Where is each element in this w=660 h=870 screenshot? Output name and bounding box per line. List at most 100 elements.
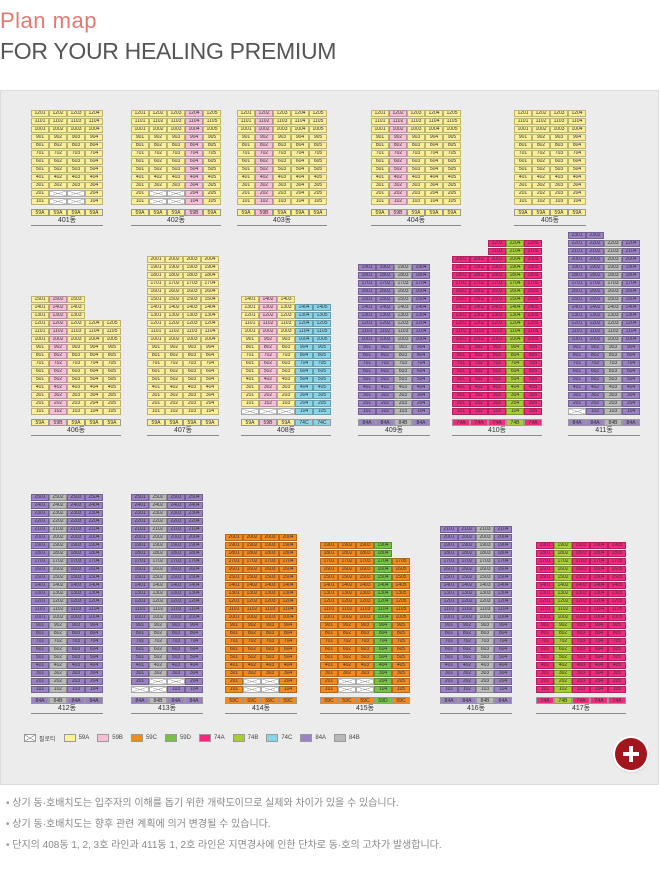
- unit-cell: 1102: [49, 328, 67, 335]
- unit-cell: 103: [476, 686, 494, 693]
- unit-cell: 304: [425, 182, 443, 189]
- unit-cell: 2003: [67, 534, 85, 541]
- unit-cell: 904: [85, 622, 103, 629]
- unit-cell: 2203: [67, 518, 85, 525]
- unit-cell: 203: [67, 678, 85, 685]
- unit-type-label: 59A: [31, 209, 49, 216]
- unit-cell: 2103: [167, 526, 185, 533]
- unit-cell: 502: [338, 654, 356, 661]
- unit-cell: 2501: [131, 494, 149, 501]
- unit-cell: 1202: [338, 598, 356, 605]
- unit-cell: 701: [514, 150, 532, 157]
- unit-cell: 705: [608, 638, 626, 645]
- unit-cell: 903: [356, 622, 374, 629]
- legend-item: 84A: [300, 734, 326, 742]
- unit-cell: 1303: [183, 312, 201, 319]
- unit-cell: 1102: [389, 118, 407, 125]
- unit-cell: 1204: [185, 598, 203, 605]
- unit-cell: 1204: [85, 110, 103, 117]
- unit-cell: 202: [470, 400, 488, 407]
- unit-cell: 1002: [49, 336, 67, 343]
- unit-cell: 802: [49, 630, 67, 637]
- unit-cell: 2005: [524, 256, 542, 263]
- unit-cell: 302: [389, 182, 407, 189]
- unit-cell: 405: [309, 174, 327, 181]
- unit-cell: 905: [524, 344, 542, 351]
- unit-cell: 503: [261, 654, 279, 661]
- building-name: 409동: [358, 426, 430, 436]
- unit-cell: 1503: [167, 574, 185, 581]
- unit-cell: 1103: [488, 328, 506, 335]
- unit-cell: 1004: [201, 336, 219, 343]
- unit-cell: 501: [237, 166, 255, 173]
- unit-cell: 504: [85, 654, 103, 661]
- unit-type-label: 74A: [452, 419, 470, 426]
- unit-cell: 104: [425, 198, 443, 205]
- unit-cell: 2203: [488, 240, 506, 247]
- unit-cell: 401: [225, 662, 243, 669]
- unit-cell: 701: [31, 150, 49, 157]
- unit-cell: 604: [201, 368, 219, 375]
- unit-cell: 1201: [225, 598, 243, 605]
- unit-cell: 704: [85, 360, 103, 367]
- unit-cell: 1702: [554, 558, 572, 565]
- unit-cell: 603: [277, 360, 295, 367]
- unit-cell: 1102: [243, 606, 261, 613]
- unit-cell: 404: [622, 384, 640, 391]
- unit-cell: 901: [131, 134, 149, 141]
- unit-cell: 401: [452, 384, 470, 391]
- unit-cell: 1001: [147, 336, 165, 343]
- unit-cell: 604: [295, 368, 313, 375]
- unit-cell: 1201: [440, 598, 458, 605]
- unit-cell: 505: [524, 376, 542, 383]
- unit-cell: 2502: [149, 494, 167, 501]
- unit-cell: 1903: [476, 542, 494, 549]
- unit-cell: 205: [608, 678, 626, 685]
- unit-cell: 104: [295, 408, 313, 415]
- unit-cell: 803: [167, 630, 185, 637]
- unit-cell: 903: [277, 336, 295, 343]
- unit-cell: 1301: [31, 590, 49, 597]
- unit-cell: 2004: [494, 534, 512, 541]
- unit-cell: 103: [277, 400, 295, 407]
- unit-cell: 204: [85, 678, 103, 685]
- pilotis-cell: [49, 190, 67, 197]
- unit-cell: 302: [49, 392, 67, 399]
- unit-cell: 1403: [572, 582, 590, 589]
- pilotis-cell: [338, 686, 356, 693]
- unit-cell: 1505: [608, 574, 626, 581]
- unit-cell: 2302: [149, 510, 167, 517]
- unit-cell: 704: [185, 150, 203, 157]
- unit-cell: 804: [85, 352, 103, 359]
- unit-cell: 603: [604, 368, 622, 375]
- unit-cell: 1202: [149, 110, 167, 117]
- unit-cell: 102: [586, 408, 604, 415]
- unit-cell: 1902: [458, 542, 476, 549]
- unit-cell: 503: [167, 654, 185, 661]
- unit-cell: 502: [458, 654, 476, 661]
- unit-cell: 1101: [568, 328, 586, 335]
- unit-cell: 304: [494, 670, 512, 677]
- zoom-plus-button[interactable]: [615, 738, 647, 770]
- unit-cell: 201: [440, 678, 458, 685]
- unit-cell: 801: [147, 352, 165, 359]
- unit-cell: 303: [356, 670, 374, 677]
- unit-cell: 2102: [49, 526, 67, 533]
- unit-cell: 1104: [185, 118, 203, 125]
- unit-cell: 1101: [31, 328, 49, 335]
- unit-cell: 604: [494, 646, 512, 653]
- unit-cell: 503: [67, 376, 85, 383]
- unit-cell: 301: [371, 182, 389, 189]
- unit-cell: 805: [608, 630, 626, 637]
- unit-cell: 1802: [554, 550, 572, 557]
- unit-cell: 1204: [506, 320, 524, 327]
- unit-cell: 1101: [31, 606, 49, 613]
- unit-cell: 1802: [165, 272, 183, 279]
- unit-cell: 704: [506, 360, 524, 367]
- unit-cell: 903: [167, 622, 185, 629]
- unit-cell: 1102: [532, 118, 550, 125]
- unit-type-label: 84B: [149, 697, 167, 704]
- building-name: 411동: [568, 426, 640, 436]
- unit-cell: 302: [149, 182, 167, 189]
- unit-cell: 1501: [31, 296, 49, 303]
